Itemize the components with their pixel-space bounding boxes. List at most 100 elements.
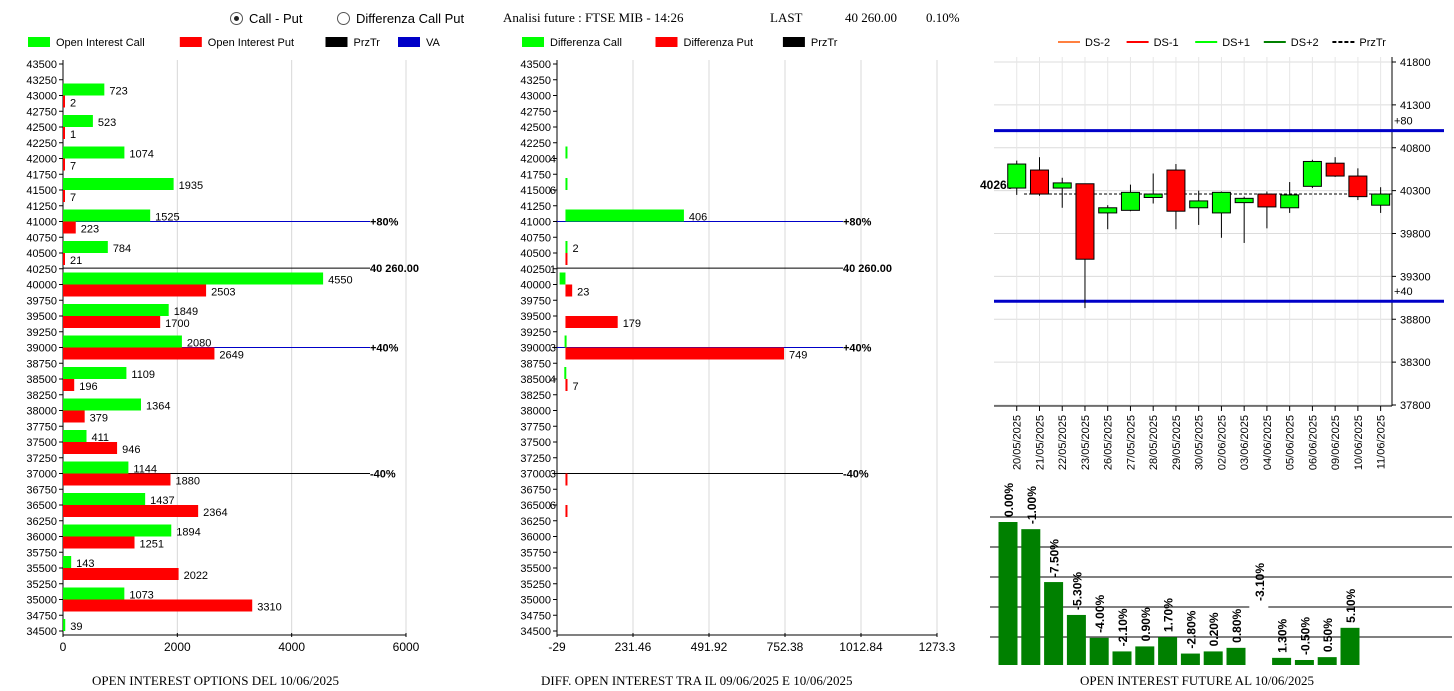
strike-label: 36250 [520, 516, 551, 528]
future-bar-label: -2.10% [1116, 608, 1130, 646]
legend-swatch [655, 37, 678, 47]
bar-value-label: 2649 [219, 350, 243, 362]
strike-label: 38250 [26, 390, 57, 402]
put-bar [63, 253, 65, 265]
strike-label: 42500 [26, 122, 57, 134]
radio-selected-icon[interactable] [230, 12, 243, 25]
y-tick-label: 39300 [1400, 271, 1431, 283]
strike-label: 36250 [26, 516, 57, 528]
radio-unselected-icon[interactable] [337, 12, 350, 25]
side-value-label: 6 [550, 500, 556, 512]
reference-line-label: +80% [843, 217, 872, 229]
x-tick-label: -29 [548, 640, 566, 654]
middle-footer: DIFF. OPEN INTEREST TRA IL 09/06/2025 E … [541, 673, 853, 688]
future-bar-label: -5.30% [1070, 572, 1084, 610]
future-bar-label: 5.10% [1344, 588, 1358, 622]
left-footer: OPEN INTEREST OPTIONS DEL 10/06/2025 [92, 673, 339, 688]
side-value-label: 3 [550, 469, 556, 481]
bar-value-label: 1849 [174, 306, 198, 318]
put-bar [565, 253, 568, 265]
call-bar [63, 115, 93, 127]
strike-label: 38000 [26, 406, 57, 418]
candle-body [1120, 191, 1140, 211]
future-bar [1272, 657, 1292, 665]
radio-diff-call-put[interactable]: Differenza Call Put [337, 11, 464, 26]
bar-value-label: 179 [623, 318, 641, 330]
call-bar [565, 178, 568, 190]
strike-label: 36000 [520, 532, 551, 544]
date-label: 02/06/2025 [1216, 415, 1228, 470]
call-bar [63, 178, 174, 190]
y-tick-label: 41300 [1400, 100, 1431, 112]
strike-label: 40250 [520, 264, 551, 276]
date-label: 03/06/2025 [1239, 415, 1251, 470]
strike-label: 38500 [26, 374, 57, 386]
future-bar-label: 0.20% [1207, 612, 1221, 646]
call-bar [63, 241, 108, 253]
right-footer: OPEN INTEREST FUTURE AL 10/06/2025 [1080, 673, 1315, 688]
candle-body [1211, 191, 1231, 214]
bar-value-label: 946 [122, 444, 140, 456]
bar-value-label: 1894 [176, 527, 200, 539]
legend-swatch [325, 37, 348, 47]
strike-label: 41250 [520, 201, 551, 213]
call-bar [63, 209, 151, 222]
strike-label: 34500 [26, 626, 57, 638]
date-label: 04/06/2025 [1262, 415, 1274, 470]
call-bar [63, 272, 324, 285]
strike-label: 37000 [26, 469, 57, 481]
put-bar [565, 379, 568, 391]
strike-label: 35000 [26, 595, 57, 607]
last-value: 40 260.00 [845, 10, 897, 25]
put-bar [63, 379, 75, 391]
candle-body [1075, 183, 1095, 260]
put-bar [63, 284, 207, 297]
legend-label: DS-2 [1085, 37, 1110, 49]
side-value-label: 3 [550, 343, 556, 355]
future-bar-label: 0.90% [1139, 607, 1153, 641]
strike-label: 42750 [26, 106, 57, 118]
put-bar [63, 410, 85, 423]
date-label: 06/06/2025 [1307, 415, 1319, 470]
call-bar [63, 83, 105, 96]
future-bar [1158, 637, 1178, 665]
future-bar-label: 0.80% [1230, 608, 1244, 642]
candle-body [1348, 175, 1368, 198]
strike-label: 40000 [26, 280, 57, 292]
put-bar [63, 316, 161, 328]
future-bar [1340, 627, 1360, 665]
strike-label: 38750 [520, 358, 551, 370]
put-bar [63, 347, 215, 360]
call-bar [559, 272, 566, 285]
bar-value-label: 7 [70, 192, 76, 204]
strike-label: 36500 [26, 500, 57, 512]
put-bar [63, 568, 179, 580]
price-label: 40260 [980, 178, 1014, 192]
last-change: 0.10% [926, 10, 960, 25]
put-bar [565, 316, 618, 328]
bar-value-label: 406 [689, 212, 707, 224]
call-bar [564, 367, 567, 379]
band-label: +40 [1394, 286, 1413, 298]
legend-label: Differenza Put [684, 37, 754, 49]
bar-value-label: 196 [79, 381, 97, 393]
y-tick-label: 39800 [1400, 229, 1431, 241]
call-bar [63, 619, 66, 631]
legend-swatch [179, 37, 202, 47]
strike-label: 41250 [26, 201, 57, 213]
bar-value-label: 1880 [175, 476, 199, 488]
strike-label: 41000 [26, 217, 57, 229]
strike-label: 42500 [520, 122, 551, 134]
y-tick-label: 38300 [1400, 357, 1431, 369]
strike-label: 42000 [520, 154, 551, 166]
call-bar [63, 461, 129, 474]
bar-value-label: 7 [573, 381, 579, 393]
future-bar [1226, 647, 1246, 665]
future-bar-label: -3.10% [1253, 563, 1267, 601]
legend-label: DS-1 [1154, 37, 1179, 49]
radio-call-put[interactable]: Call - Put [230, 11, 302, 26]
bar-value-label: 1525 [155, 212, 179, 224]
strike-label: 37250 [26, 453, 57, 465]
strike-label: 43000 [520, 91, 551, 103]
date-label: 20/05/2025 [1012, 415, 1024, 470]
